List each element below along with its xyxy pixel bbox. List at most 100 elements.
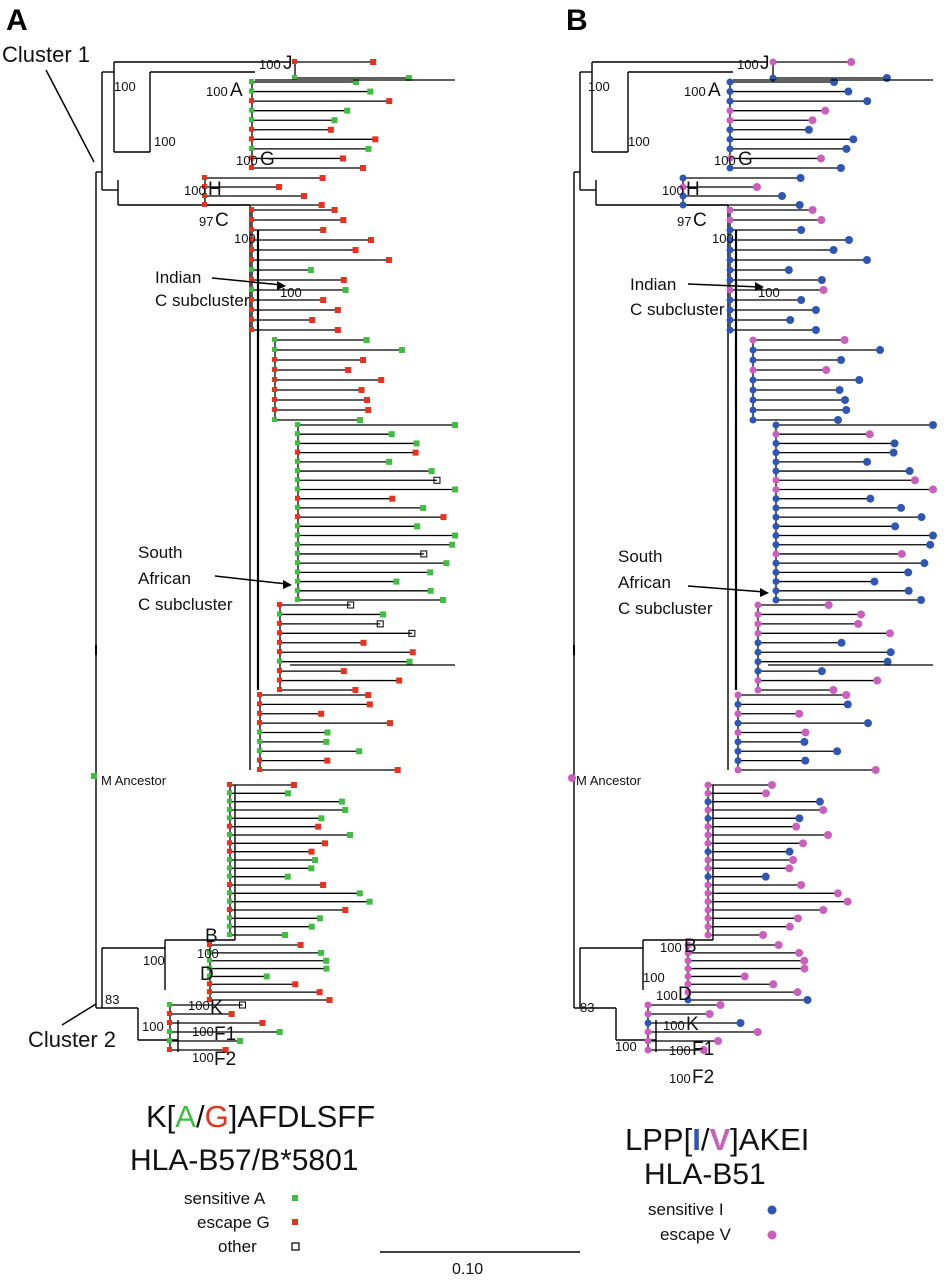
node-marker (704, 898, 712, 906)
node-marker (749, 366, 757, 374)
node-marker (207, 997, 212, 1002)
leaf-escape-marker (769, 980, 778, 989)
node-marker (769, 58, 777, 66)
leaf-sensitive-marker (420, 504, 427, 511)
node-marker (772, 559, 780, 567)
leaf-escape-marker (259, 1020, 266, 1026)
node-marker (726, 126, 734, 134)
leaf-sensitive-marker (440, 597, 447, 603)
leaf-escape-marker (385, 257, 392, 263)
node-marker (684, 949, 692, 957)
leaf-sensitive-marker (876, 346, 885, 354)
node-marker (277, 658, 282, 664)
node-marker (295, 560, 300, 566)
node-marker (277, 687, 282, 692)
leaf-sensitive-marker (452, 486, 458, 493)
node-marker (227, 815, 232, 821)
node-marker (295, 541, 300, 547)
node-marker (227, 873, 232, 879)
node-marker (772, 596, 780, 604)
leaf-escape-marker (792, 822, 801, 831)
leaf-escape-marker (365, 407, 372, 413)
leaf-sensitive-marker (829, 246, 838, 254)
node-marker (772, 439, 780, 447)
clade-g-label: G (260, 149, 275, 170)
panel-b: B J A G H C B D K F1 F2 100 100 100 100 … (566, 4, 937, 1244)
leaf-escape-marker (365, 692, 372, 698)
leaf-sensitive-marker (353, 79, 360, 85)
node-marker (726, 216, 734, 224)
bootstrap-indian: 100 (280, 285, 302, 300)
node-marker (277, 611, 282, 617)
node-marker (295, 477, 300, 483)
leaf-sensitive-marker (452, 422, 458, 428)
bootstrap-d-b: 100 (656, 988, 678, 1003)
legend-other-text: other (218, 1237, 257, 1256)
leaf-escape-marker (824, 601, 833, 609)
node-marker (227, 840, 232, 846)
leaf-escape-marker (829, 686, 838, 694)
node-marker (726, 326, 734, 334)
leaf-sensitive-marker (428, 468, 435, 475)
node-marker (227, 798, 232, 804)
node-marker (249, 257, 254, 262)
node-marker (257, 701, 262, 707)
clade-g-label-b: G (738, 149, 753, 170)
leaf-sensitive-marker (866, 494, 875, 503)
bootstrap-ag: 100 (154, 134, 176, 149)
node-marker (227, 890, 232, 896)
legend-escape-v-text: escape V (660, 1225, 732, 1244)
node-marker (772, 587, 780, 595)
leaf-escape-marker (222, 1047, 229, 1053)
node-marker (295, 422, 300, 427)
node-marker (754, 629, 762, 637)
node-marker (202, 202, 207, 207)
node-marker (679, 174, 687, 182)
node-marker (277, 639, 282, 645)
leaf-sensitive-marker (324, 729, 331, 736)
node-marker (754, 658, 762, 666)
bootstrap-bd-b: 100 (643, 970, 665, 985)
cluster-2-label: Cluster 2 (28, 1027, 116, 1052)
node-marker (295, 532, 300, 538)
node-marker (295, 587, 300, 593)
node-marker (295, 449, 300, 455)
bootstrap-h: 100 (184, 183, 206, 198)
bootstrap-c2: 100 (234, 231, 256, 246)
leaf-sensitive-marker (811, 326, 820, 334)
node-marker (227, 898, 232, 904)
leaf-escape-marker (320, 882, 327, 888)
leaf-sensitive-marker (237, 1038, 244, 1044)
leaf-escape-marker (378, 377, 385, 383)
node-marker (684, 957, 692, 965)
node-marker (644, 1019, 652, 1027)
leaf-sensitive-marker (863, 719, 872, 728)
clade-d-label: D (200, 964, 214, 985)
leaf-sensitive-marker (263, 973, 270, 980)
leaf-sensitive-marker (427, 569, 434, 576)
leaf-escape-marker (359, 165, 366, 171)
node-marker (272, 357, 277, 362)
leaf-escape-marker (843, 897, 852, 906)
node-marker (167, 1002, 172, 1007)
node-marker (726, 286, 734, 294)
leaf-escape-marker (795, 709, 804, 718)
node-marker (277, 668, 282, 674)
node-marker (295, 468, 300, 474)
clade-c-label: C (215, 210, 229, 231)
node-marker (272, 347, 277, 352)
node-marker (257, 748, 262, 754)
leaf-sensitive-marker (882, 74, 891, 82)
node-marker (249, 247, 254, 252)
node-marker (295, 486, 300, 492)
leaf-escape-marker (785, 864, 794, 873)
node-marker (772, 541, 780, 549)
node-marker (679, 183, 687, 191)
leaf-sensitive-marker (817, 276, 826, 284)
node-marker (726, 306, 734, 314)
leaf-sensitive-marker (393, 578, 400, 585)
leaf-sensitive-marker (800, 737, 809, 746)
node-marker (734, 700, 742, 708)
node-marker (272, 377, 277, 382)
leaf-escape-marker (819, 906, 828, 914)
